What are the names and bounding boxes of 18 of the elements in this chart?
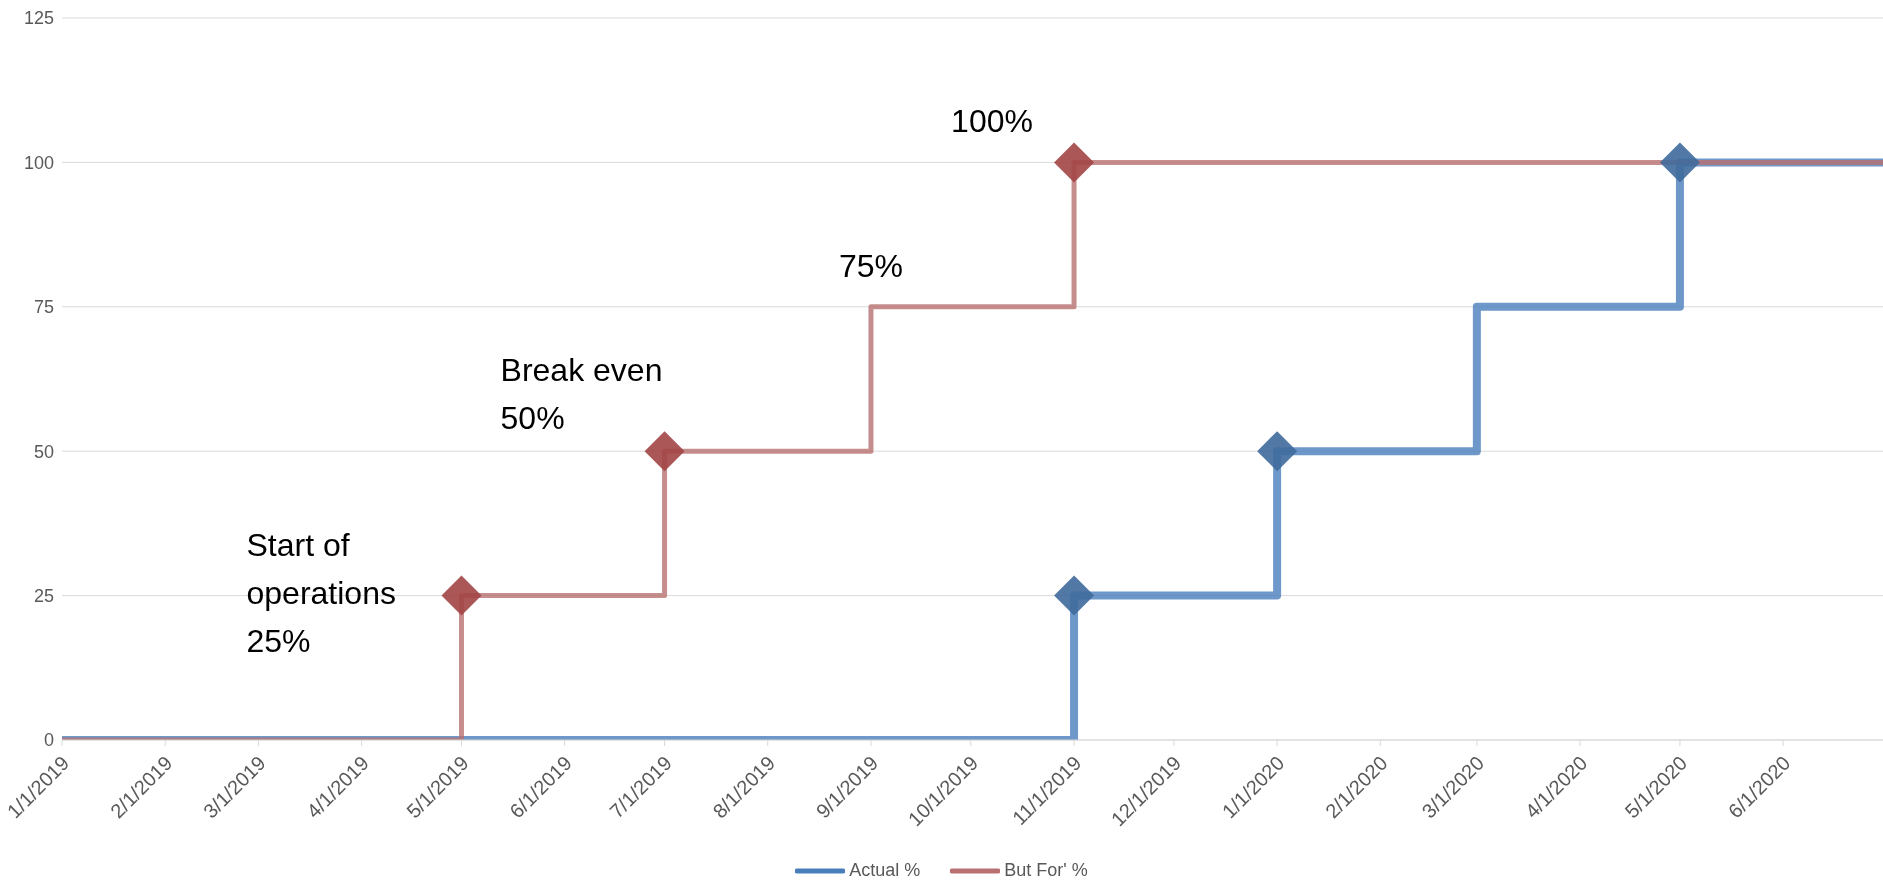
annotation: Break even 50% (500, 352, 663, 437)
annotation: 75% (838, 247, 903, 284)
point (644, 431, 685, 472)
annotation: Start of operations 25% (246, 526, 396, 659)
legend-label: But For' % (1003, 860, 1088, 881)
legend-label: Actual % (848, 860, 921, 881)
y-tick-label: 100 (23, 152, 54, 173)
annotation: 100% (951, 103, 1033, 140)
point (1659, 142, 1700, 183)
y-tick-label: 75 (33, 297, 54, 318)
y-tick-label: 25 (33, 585, 54, 606)
point (441, 575, 482, 616)
point (1054, 142, 1095, 183)
point (1054, 575, 1095, 616)
point (1257, 431, 1298, 472)
y-tick-label: 50 (33, 441, 54, 462)
y-tick-label: 125 (23, 8, 54, 29)
y-tick-label: 0 (43, 730, 54, 751)
